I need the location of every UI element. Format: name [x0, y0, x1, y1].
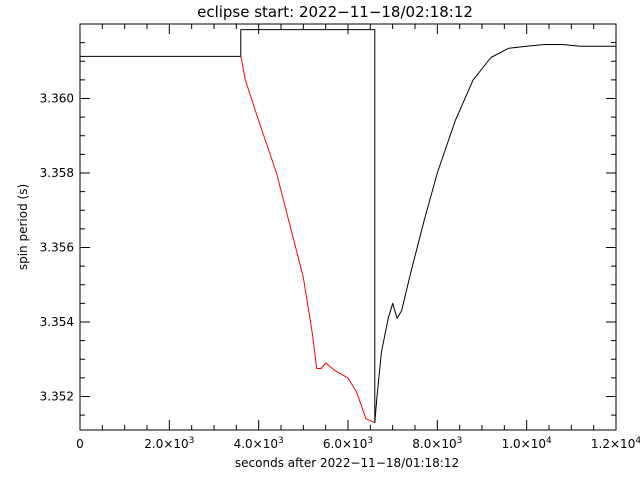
x-tick-label: 0: [76, 437, 84, 451]
y-tick-label: 3.356: [40, 240, 74, 254]
x-axis-label: seconds after 2022−11−18/01:18:12: [235, 456, 459, 470]
x-tick-label: 2.0×103: [144, 436, 194, 451]
y-tick-label: 3.360: [40, 91, 74, 105]
plot-frame: [79, 23, 617, 431]
x-tick-label: 6.0×103: [323, 436, 373, 451]
x-tick-exponent: 3: [457, 436, 463, 446]
series-eclipse-window: [240, 29, 376, 423]
x-tick-label: 8.0×103: [412, 436, 462, 451]
y-axis-label: spin period (s): [16, 184, 30, 270]
x-tick-exponent: 4: [635, 436, 640, 446]
y-tick-labels: 3.352 3.354 3.356 3.358 3.360: [40, 91, 74, 403]
series-layer: [80, 29, 616, 424]
y-tick-label: 3.354: [40, 315, 74, 329]
x-tick-exponent: 3: [278, 436, 284, 446]
x-tick-exponent: 4: [546, 436, 552, 446]
y-tick-label: 3.352: [40, 389, 74, 403]
x-tick-labels: 0 2.0×103 4.0×103 6.0×103 8.0×103 1.0×104 1.2×…: [76, 436, 640, 451]
series-post-eclipse: [374, 44, 616, 423]
series-eclipse: [240, 55, 375, 424]
y-tick-label: 3.358: [40, 166, 74, 180]
x-tick-label: 4.0×103: [234, 436, 284, 451]
x-tick-label: 1.2×104: [591, 436, 640, 451]
chart-title: eclipse start: 2022−11−18/02:18:12: [197, 3, 473, 21]
x-tick-label: 1.0×104: [502, 436, 552, 451]
x-tick-exponent: 3: [367, 436, 373, 446]
axis-ticks: [79, 23, 617, 430]
x-tick-exponent: 3: [189, 436, 195, 446]
